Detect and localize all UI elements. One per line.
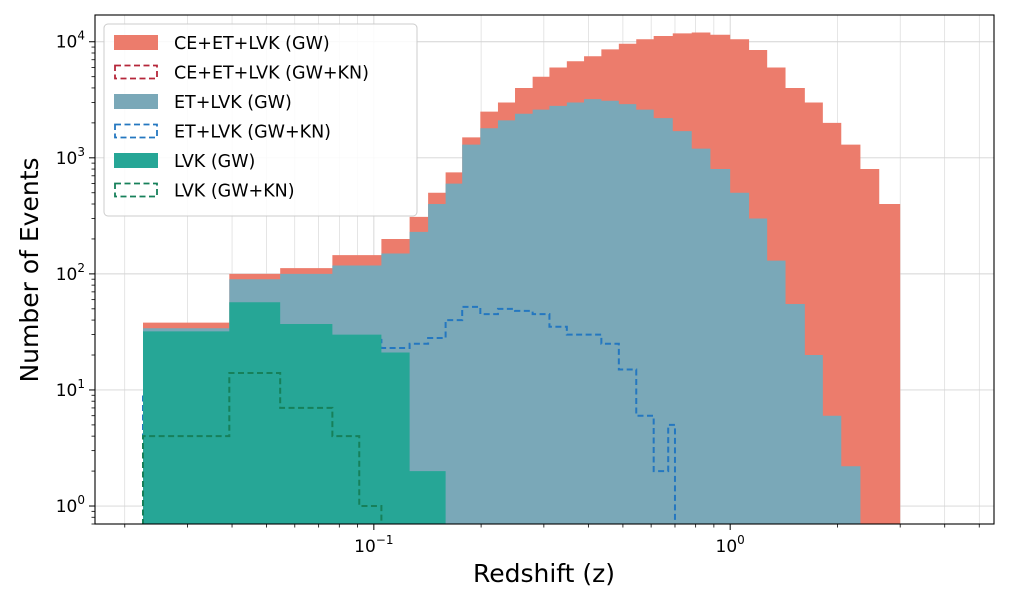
legend-label: LVK (GW) <box>174 152 255 172</box>
legend-entry: LVK (GW+KN) <box>114 182 295 202</box>
legend-swatch <box>114 35 158 50</box>
legend-swatch <box>114 182 158 198</box>
legend-label: LVK (GW+KN) <box>174 182 295 202</box>
legend: CE+ET+LVK (GW) CE+ET+LVK (GW+KN) ET+LVK (G… <box>103 23 418 217</box>
x-tick-label: 100 <box>716 533 745 557</box>
plot-area <box>141 32 901 524</box>
legend-entry: CE+ET+LVK (GW) <box>114 34 330 54</box>
legend-swatch <box>114 153 158 168</box>
legend-label: CE+ET+LVK (GW+KN) <box>174 64 369 84</box>
y-tick-label: 101 <box>56 377 85 401</box>
legend-entry: ET+LVK (GW) <box>114 93 292 113</box>
y-tick-label: 100 <box>56 493 85 517</box>
y-tick-label: 103 <box>56 145 85 169</box>
x-tick-label: 10−1 <box>354 533 393 557</box>
series-5-step-line <box>141 371 383 524</box>
legend-box <box>103 23 418 217</box>
legend-label: CE+ET+LVK (GW) <box>174 34 330 54</box>
legend-entry: CE+ET+LVK (GW+KN) <box>114 64 369 84</box>
legend-swatch <box>114 94 158 109</box>
legend-label: ET+LVK (GW+KN) <box>174 123 331 143</box>
legend-swatch <box>114 123 158 139</box>
x-axis-label: Redshift (z) <box>473 559 615 588</box>
plot-frame <box>94 14 995 525</box>
y-axis-label: Number of Events <box>15 157 44 382</box>
y-tick-label: 104 <box>56 29 85 53</box>
y-tick-label: 102 <box>56 261 85 285</box>
legend-entry: ET+LVK (GW+KN) <box>114 123 331 143</box>
axis-ticks: 10−1 100 100 101 102 103 104 <box>56 29 980 557</box>
series-4-histogram <box>142 302 446 524</box>
legend-entry: LVK (GW) <box>114 152 255 172</box>
legend-label: ET+LVK (GW) <box>174 93 292 113</box>
legend-swatch <box>114 64 158 80</box>
series-3-step-line <box>141 305 676 524</box>
